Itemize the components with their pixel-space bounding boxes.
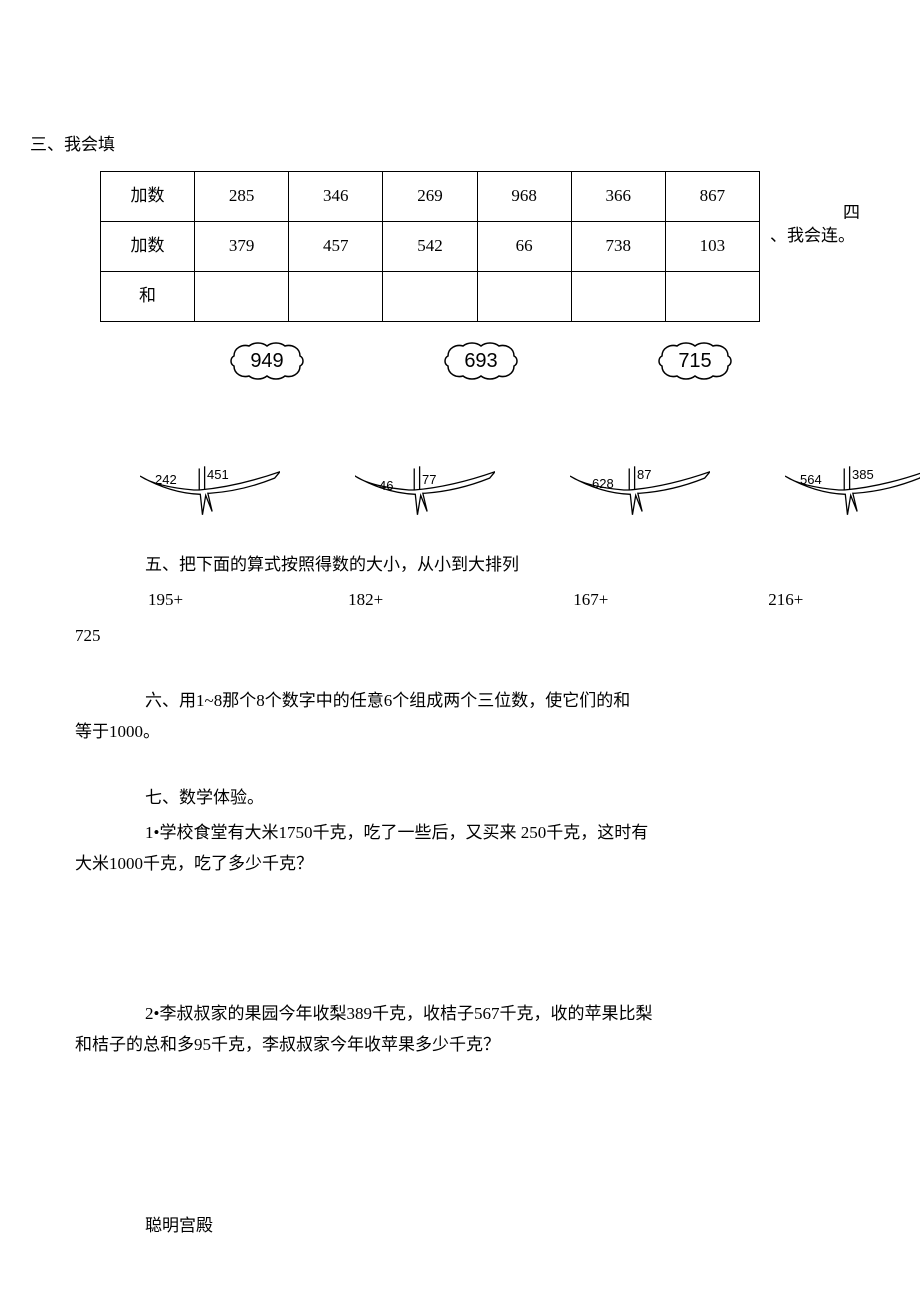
expr-4: 216+ <box>768 585 803 616</box>
cell: 968 <box>477 171 571 221</box>
expr-1: 195+ <box>148 585 183 616</box>
section-4-line2: 、我会连。 <box>770 224 890 248</box>
cell: 103 <box>665 221 759 271</box>
cloud-row: 949 693 715 123 <box>30 342 890 380</box>
cloud-715: 715 <box>658 342 732 380</box>
section-7: 七、数学体验。 1•学校食堂有大米1750千克，吃了一些后，又买来 250千克，… <box>75 783 890 1242</box>
cell-label: 加数 <box>101 221 195 271</box>
section-4-line1: 四 <box>770 201 890 225</box>
cloud-949: 949 <box>230 342 304 380</box>
section-5-title: 五、把下面的算式按照得数的大小，从小到大排列 <box>145 550 890 581</box>
table-row: 加数 285 346 269 968 366 867 <box>101 171 760 221</box>
section-6-line2: 等于1000。 <box>75 717 830 748</box>
cell: 738 <box>571 221 665 271</box>
expr-wrap: 725 <box>75 621 890 652</box>
leaf-4: 564 385 <box>785 460 920 520</box>
cell-empty <box>383 271 477 321</box>
section-7-title: 七、数学体验。 <box>75 783 830 814</box>
leaf-num-left: 564 <box>800 468 822 491</box>
leaf-1: 242 451 <box>140 460 280 520</box>
cell-empty <box>571 271 665 321</box>
cell: 457 <box>289 221 383 271</box>
cloud-label: 949 <box>250 343 283 379</box>
expr-3: 167+ <box>573 585 608 616</box>
leaf-num-right: 385 <box>852 463 874 486</box>
cell: 285 <box>195 171 289 221</box>
cell: 346 <box>289 171 383 221</box>
cloud-label: 715 <box>678 343 711 379</box>
q2-line1: 2•李叔叔家的果园今年收梨389千克，收桔子567千克，收的苹果比梨 <box>75 999 830 1030</box>
section-3-table-wrap: 加数 285 346 269 968 366 867 加数 379 457 54… <box>100 171 890 322</box>
cell-empty <box>477 271 571 321</box>
cell-empty <box>665 271 759 321</box>
q1-line1: 1•学校食堂有大米1750千克，吃了一些后，又买来 250千克，这时有 <box>75 818 830 849</box>
section-4-title: 四 、我会连。 <box>770 171 890 249</box>
leaf-num-right: 451 <box>207 463 229 486</box>
expr-2: 182+ <box>348 585 383 616</box>
cell: 379 <box>195 221 289 271</box>
cell-label: 加数 <box>101 171 195 221</box>
cell: 66 <box>477 221 571 271</box>
cell-empty <box>195 271 289 321</box>
cloud-label: 693 <box>464 343 497 379</box>
leaf-num-right: 87 <box>637 463 651 486</box>
smart-title: 聪明宫殿 <box>75 1211 830 1242</box>
cell: 867 <box>665 171 759 221</box>
table-row: 和 <box>101 271 760 321</box>
section-6: 六、用1~8那个8个数字中的任意6个组成两个三位数，使它们的和 等于1000。 <box>75 686 890 747</box>
addition-table: 加数 285 346 269 968 366 867 加数 379 457 54… <box>100 171 760 322</box>
q2-line2: 和桔子的总和多95千克，李叔叔家今年收苹果多少千克？ <box>75 1030 830 1061</box>
table-row: 加数 379 457 542 66 738 103 <box>101 221 760 271</box>
cell: 542 <box>383 221 477 271</box>
expression-row: 195+ 182+ 167+ 216+ <box>30 585 890 616</box>
cloud-693: 693 <box>444 342 518 380</box>
leaf-3: 628 87 <box>570 460 710 520</box>
leaf-2: 46 77 <box>355 460 495 520</box>
leaf-row: 242 451 46 77 628 87 564 385 <box>30 460 890 520</box>
leaf-num-left: 242 <box>155 468 177 491</box>
cell: 366 <box>571 171 665 221</box>
q1-line2: 大米1000千克，吃了多少千克？ <box>75 849 830 880</box>
cell-label: 和 <box>101 271 195 321</box>
section-6-line1: 六、用1~8那个8个数字中的任意6个组成两个三位数，使它们的和 <box>75 686 830 717</box>
cell: 269 <box>383 171 477 221</box>
leaf-num-right: 77 <box>422 468 436 491</box>
section-3-title: 三、我会填 <box>30 130 890 161</box>
cell-empty <box>289 271 383 321</box>
leaf-num-left: 628 <box>592 472 614 495</box>
leaf-num-left: 46 <box>379 474 393 497</box>
